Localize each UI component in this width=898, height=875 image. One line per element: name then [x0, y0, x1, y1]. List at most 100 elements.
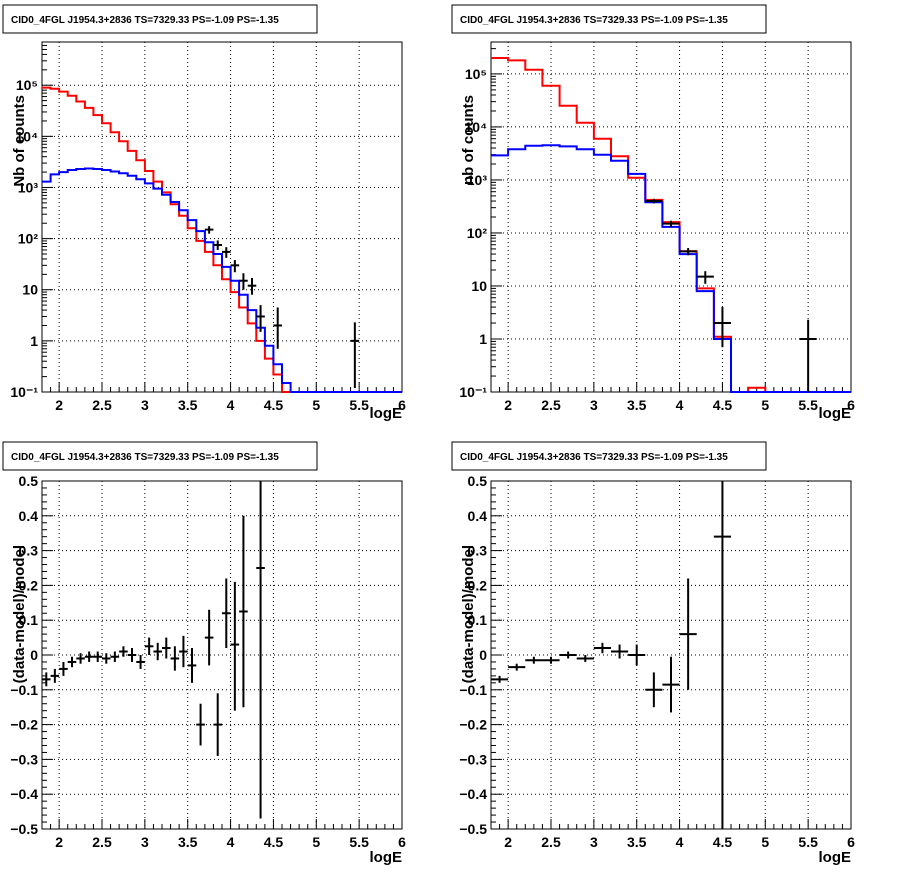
- x-tick-label: 5: [312, 834, 320, 850]
- x-axis-title: logE: [819, 405, 852, 422]
- y-tick-label: −0.2: [10, 717, 38, 733]
- x-axis-title: logE: [819, 849, 852, 866]
- y-tick-label: 0.3: [19, 543, 39, 559]
- data-point: [696, 271, 714, 284]
- y-tick-label: 10³: [18, 179, 39, 195]
- x-tick-label: 5: [761, 834, 769, 850]
- y-tick-label: −0.5: [10, 821, 38, 837]
- data-point: [273, 307, 282, 349]
- title-box: [451, 441, 767, 471]
- x-tick-label: 4.5: [264, 834, 284, 850]
- data-point: [76, 653, 85, 664]
- y-tick-label: 0.4: [468, 508, 488, 524]
- y-tick-label: 10⁻¹: [10, 384, 38, 400]
- y-tick-label: −0.3: [459, 751, 487, 767]
- plot-frame: [490, 41, 852, 393]
- x-tick-label: 2.5: [92, 834, 112, 850]
- x-axis-title: logE: [370, 849, 403, 866]
- y-tick-label: −0.4: [459, 786, 487, 802]
- data-point: [179, 635, 188, 668]
- data-point: [187, 648, 197, 683]
- data-point: [662, 656, 680, 713]
- y-tick-label: 10: [471, 278, 487, 294]
- data-point: [222, 247, 231, 258]
- data-point: [713, 481, 731, 829]
- data-point: [256, 305, 265, 332]
- data-point: [162, 637, 171, 659]
- x-tick-label: 4: [227, 397, 235, 413]
- series-2-histogram: [42, 167, 402, 393]
- x-tick-label: 6: [847, 397, 855, 413]
- data-point: [170, 646, 180, 671]
- x-tick-label: 4: [676, 834, 684, 850]
- x-tick-label: 5.5: [798, 834, 818, 850]
- y-tick-label: 0.5: [468, 473, 488, 489]
- data-point: [645, 672, 663, 708]
- x-tick-label: 3.5: [178, 397, 198, 413]
- data-point: [93, 651, 102, 662]
- y-tick-label: 0: [30, 647, 38, 663]
- data-point: [144, 637, 154, 655]
- y-tick-label: 0.4: [19, 508, 39, 524]
- data-point: [247, 277, 257, 295]
- data-point: [230, 581, 240, 711]
- chart-panel-4: 2 2.5 3 3.5 4 4.5 5 5.5 6 −0.5 −0.4 −0.3 −0.2 −0.1 0 0.…: [451, 441, 855, 866]
- data-point: [67, 656, 77, 668]
- x-tick-label: 6: [398, 397, 406, 413]
- x-tick-label: 5.5: [798, 397, 818, 413]
- chart-panel-2: 2 2.5 3 3.5 4 4.5 5 5.5 6 10⁻¹ 1 10 10² 10³ 10⁴ 10⁵ logE…: [451, 4, 855, 422]
- x-tick-label: 2: [504, 397, 512, 413]
- data-point: [508, 663, 526, 671]
- x-tick-label: 3: [141, 834, 149, 850]
- x-tick-label: 3.5: [627, 834, 647, 850]
- x-tick-label: 4.5: [713, 834, 733, 850]
- x-tick-label: 2: [55, 397, 63, 413]
- data-point: [239, 273, 248, 290]
- x-tick-label: 3.5: [627, 397, 647, 413]
- data-point: [230, 260, 240, 273]
- x-tick-label: 3.5: [178, 834, 198, 850]
- y-tick-label: −0.1: [459, 682, 487, 698]
- x-tick-label: 5.5: [349, 834, 369, 850]
- data-point: [50, 668, 60, 683]
- series-2-histogram: [491, 144, 851, 393]
- data-point: [127, 648, 137, 662]
- y-tick-label: 0.2: [19, 577, 39, 593]
- data-point: [196, 703, 205, 746]
- x-tick-label: 2: [504, 834, 512, 850]
- y-tick-label: 10²: [467, 225, 488, 241]
- chart-title: CID0_4FGL J1954.3+2836 TS=7329.33 PS=-1.…: [11, 452, 279, 463]
- y-axis-title: Nb of counts: [11, 95, 28, 187]
- data-point: [713, 307, 731, 348]
- y-axis-title: nb of counts: [460, 95, 477, 185]
- chart-title: CID0_4FGL J1954.3+2836 TS=7329.33 PS=-1.…: [460, 15, 728, 26]
- data-point: [611, 644, 629, 659]
- data-point: [350, 322, 360, 388]
- chart-title: CID0_4FGL J1954.3+2836 TS=7329.33 PS=-1.…: [11, 15, 279, 26]
- x-tick-label: 2.5: [541, 834, 561, 850]
- y-tick-label: −0.2: [459, 717, 487, 733]
- x-tick-label: 4: [227, 834, 235, 850]
- x-tick-label: 3: [141, 397, 149, 413]
- data-point: [576, 655, 594, 662]
- data-point: [628, 644, 646, 666]
- y-tick-label: 0: [479, 647, 487, 663]
- data-point: [84, 651, 94, 662]
- x-axis-title: logE: [370, 405, 403, 422]
- y-tick-label: 10⁻¹: [459, 384, 487, 400]
- y-tick-label: −0.1: [10, 682, 38, 698]
- chart-panel-1: 2 2.5 3 3.5 4 4.5 5 5.5 6 10⁻¹ 1 10 10² 10³ 10⁴ 10⁵ logE…: [2, 4, 406, 422]
- x-tick-label: 5.5: [349, 397, 369, 413]
- data-point: [222, 578, 231, 649]
- data-point: [256, 481, 265, 819]
- y-tick-label: −0.5: [459, 821, 487, 837]
- y-tick-label: 10⁴: [16, 128, 39, 144]
- y-tick-label: 10⁵: [16, 77, 38, 93]
- data-point: [593, 642, 611, 654]
- x-tick-label: 4.5: [264, 397, 284, 413]
- title-box: [2, 441, 318, 471]
- data-point: [239, 515, 248, 708]
- data-point: [645, 198, 663, 204]
- y-tick-label: 10⁵: [465, 66, 487, 82]
